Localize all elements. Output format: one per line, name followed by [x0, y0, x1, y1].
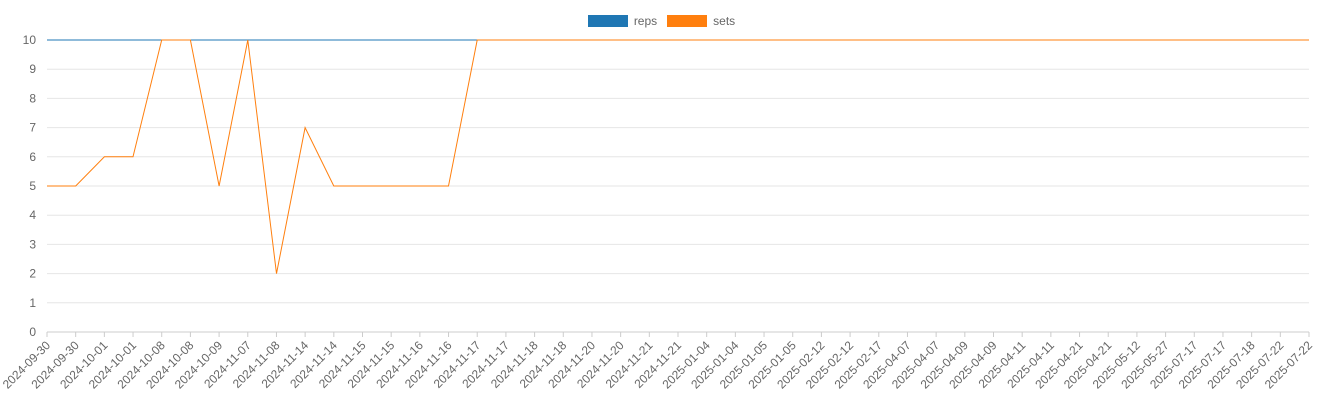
legend-swatch-sets [667, 15, 708, 27]
y-tick-label: 9 [29, 62, 36, 76]
y-tick-label: 7 [29, 121, 36, 135]
y-tick-label: 1 [29, 296, 36, 310]
y-tick-label: 5 [29, 179, 36, 193]
legend-item-reps[interactable]: reps [587, 14, 658, 28]
legend-label-sets: sets [713, 14, 736, 28]
y-tick-label: 8 [29, 91, 36, 105]
legend-label-reps: reps [633, 14, 658, 28]
y-tick-label: 2 [29, 267, 36, 281]
y-tick-label: 10 [23, 33, 37, 47]
y-tick-label: 4 [29, 208, 36, 222]
series-line-sets [47, 39, 1309, 274]
chart-legend: reps sets [0, 14, 1323, 28]
legend-swatch-reps [587, 15, 628, 27]
y-tick-label: 6 [29, 150, 36, 164]
y-tick-label: 3 [29, 237, 36, 251]
y-tick-label: 0 [29, 325, 36, 339]
legend-item-sets[interactable]: sets [667, 14, 735, 28]
